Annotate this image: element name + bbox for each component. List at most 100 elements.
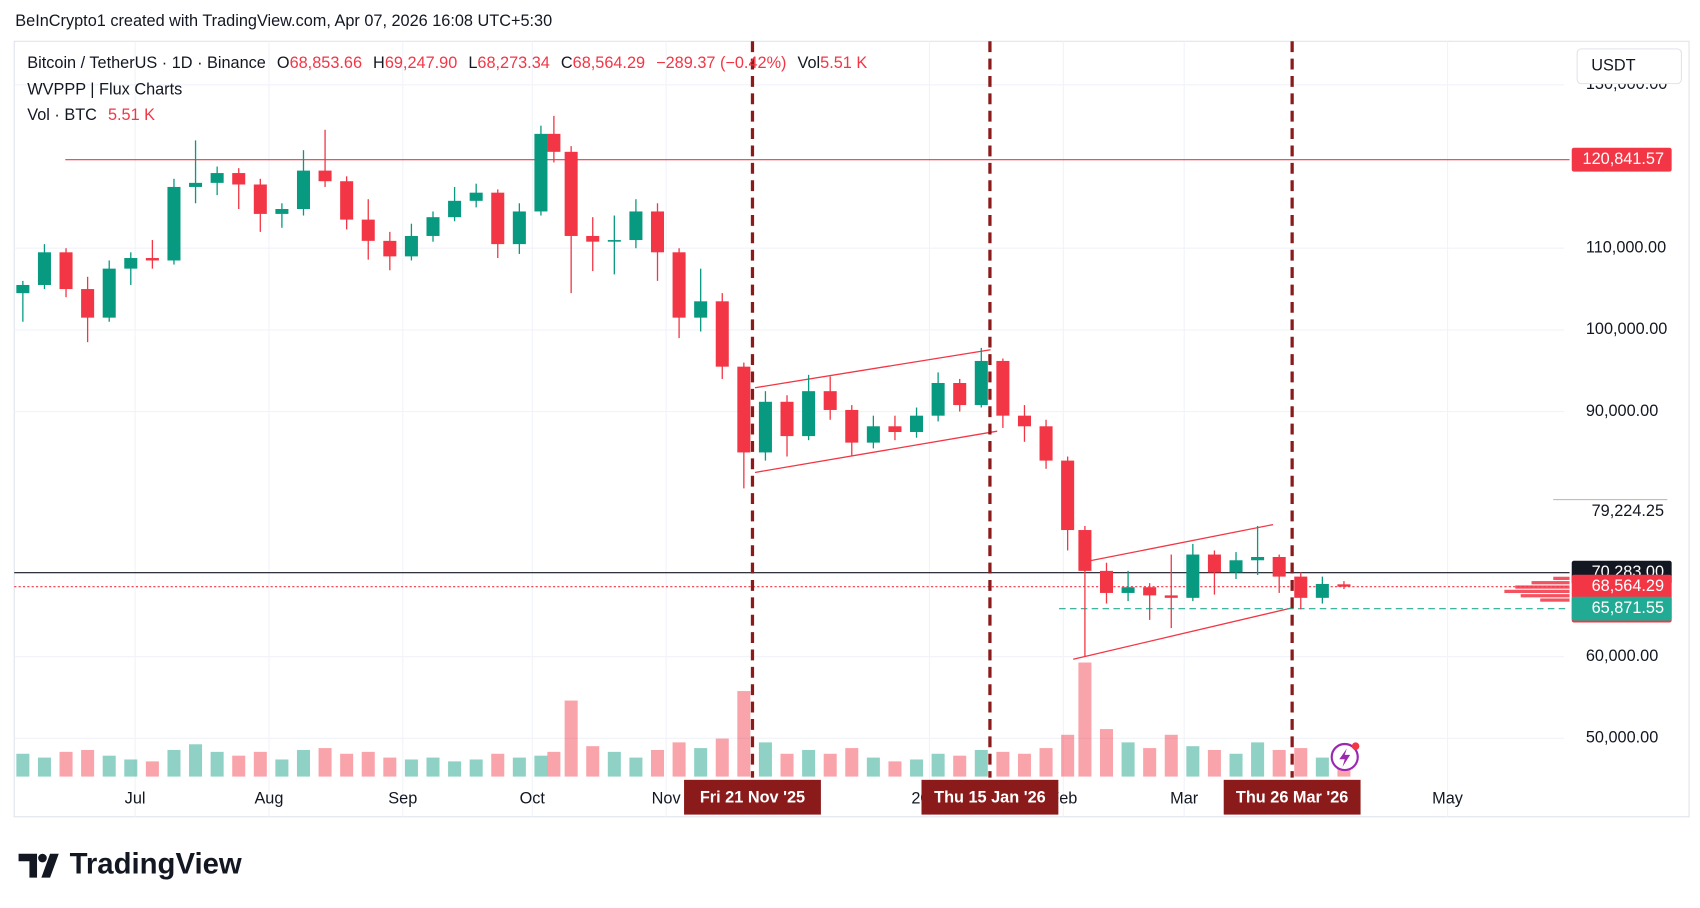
channel-line: [1086, 523, 1274, 563]
price-label: 79,224.25: [1592, 502, 1664, 520]
candle-body: [534, 133, 548, 212]
volume-bar: [1099, 729, 1114, 777]
candle-body: [81, 289, 95, 318]
volume-bar: [81, 749, 95, 777]
volume-bar: [1229, 753, 1243, 777]
volume-legend: Vol · BTC 5.51 K: [27, 107, 155, 125]
volume-bar: [37, 757, 51, 777]
candle-body: [512, 211, 526, 245]
volume-bar: [931, 753, 945, 777]
x-tick-label: Aug: [254, 790, 283, 808]
volume-bar: [512, 757, 526, 777]
candle-body: [694, 301, 708, 318]
date-marker-label: Fri 21 Nov '25: [700, 789, 805, 807]
candle-body: [426, 217, 440, 236]
candle-body: [910, 415, 924, 433]
ohlc-value: 68,273.34: [477, 54, 549, 72]
volume-bar: [1121, 742, 1135, 777]
symbol: Bitcoin / TetherUS · 1D · Binance: [27, 54, 266, 72]
x-tick-label: Mar: [1170, 790, 1199, 808]
candle-body: [189, 182, 203, 187]
date-marker-box: [684, 779, 821, 815]
candle-body: [296, 170, 311, 210]
x-tick-label: Sep: [388, 790, 417, 808]
volume-bar: [491, 753, 505, 777]
volume-bar: [974, 749, 988, 777]
legend-line: Bitcoin / TetherUS · 1D · Binance O68,85…: [27, 54, 867, 72]
candle-body: [1078, 530, 1092, 571]
change: −289.37 (−0.42%): [656, 54, 786, 72]
volume-bar: [340, 753, 354, 777]
date-marker-label: Thu 26 Mar '26: [1236, 789, 1348, 807]
volume-bar: [1061, 734, 1075, 777]
candle-body: [1061, 460, 1075, 531]
candle-body: [1207, 554, 1221, 573]
candle-body: [318, 170, 332, 182]
indicator-name[interactable]: WVPPP | Flux Charts: [27, 80, 182, 98]
candle-body: [1294, 576, 1308, 598]
candle-body: [124, 258, 138, 269]
volume-bar: [59, 751, 73, 777]
candle-body: [823, 391, 837, 410]
x-tick-label: Nov: [652, 790, 682, 808]
candle-body: [1121, 587, 1135, 593]
volume-bar: [629, 757, 643, 777]
candle-body: [275, 209, 289, 214]
candle-body: [37, 252, 51, 285]
candle-body: [715, 301, 729, 367]
candle-body: [564, 151, 578, 236]
candle-body: [361, 219, 375, 241]
volume-bar: [361, 751, 375, 777]
volume-bar: [102, 755, 116, 777]
vol-value: 5.51 K: [820, 54, 867, 72]
volume-bar: [469, 759, 483, 777]
volume-bar: [1272, 749, 1286, 777]
y-tick-label: 50,000.00: [1586, 729, 1658, 747]
y-tick-label: 110,000.00: [1586, 239, 1666, 257]
candle-body: [1143, 587, 1157, 596]
candle-body: [996, 360, 1010, 416]
volume-bar: [910, 759, 924, 777]
volume-bar: [564, 700, 578, 777]
candle-body: [253, 184, 267, 214]
volume-legend-value: 5.51 K: [108, 107, 155, 125]
date-marker-box: [1223, 779, 1361, 815]
volume-bar: [715, 738, 729, 777]
volume-bar: [823, 753, 837, 777]
volume-bar: [167, 749, 181, 777]
volume-bar: [547, 751, 561, 777]
volume-bar: [1143, 748, 1157, 777]
volume-bar: [694, 748, 708, 777]
candle-body: [232, 173, 246, 185]
date-marker-label: Thu 15 Jan '26: [934, 789, 1046, 807]
channel-line: [754, 349, 991, 389]
candle-body: [145, 258, 159, 261]
candle-body: [102, 268, 116, 318]
volume-bar: [737, 691, 751, 777]
price-label: 65,871.55: [1592, 599, 1664, 617]
alert-icon[interactable]: [1330, 742, 1360, 772]
volume-bar: [1207, 749, 1221, 777]
volume-bar: [1078, 662, 1092, 777]
currency-label[interactable]: USDT: [1591, 57, 1635, 75]
volume-bar: [1337, 766, 1351, 777]
candle-body: [1272, 556, 1286, 577]
volume-bar: [866, 757, 880, 777]
candle-body: [866, 426, 880, 443]
attribution: BeInCrypto1 created with TradingView.com…: [15, 12, 552, 30]
volume-bar: [1017, 753, 1031, 777]
channel-drawings: [754, 349, 1291, 660]
volume-bar: [448, 761, 462, 777]
candle-body: [383, 240, 397, 257]
volume-bar: [404, 759, 418, 777]
tradingview-logo[interactable]: TradingView: [18, 847, 242, 880]
candle-body: [758, 401, 772, 453]
currency-button[interactable]: [1576, 48, 1682, 85]
volume-bar: [650, 749, 665, 777]
volume-bar: [607, 751, 621, 777]
volume-bar: [802, 749, 816, 777]
candle-body: [16, 284, 30, 294]
volume-bar: [672, 742, 686, 777]
volume-bar: [124, 759, 138, 777]
candle-body: [1251, 556, 1265, 561]
